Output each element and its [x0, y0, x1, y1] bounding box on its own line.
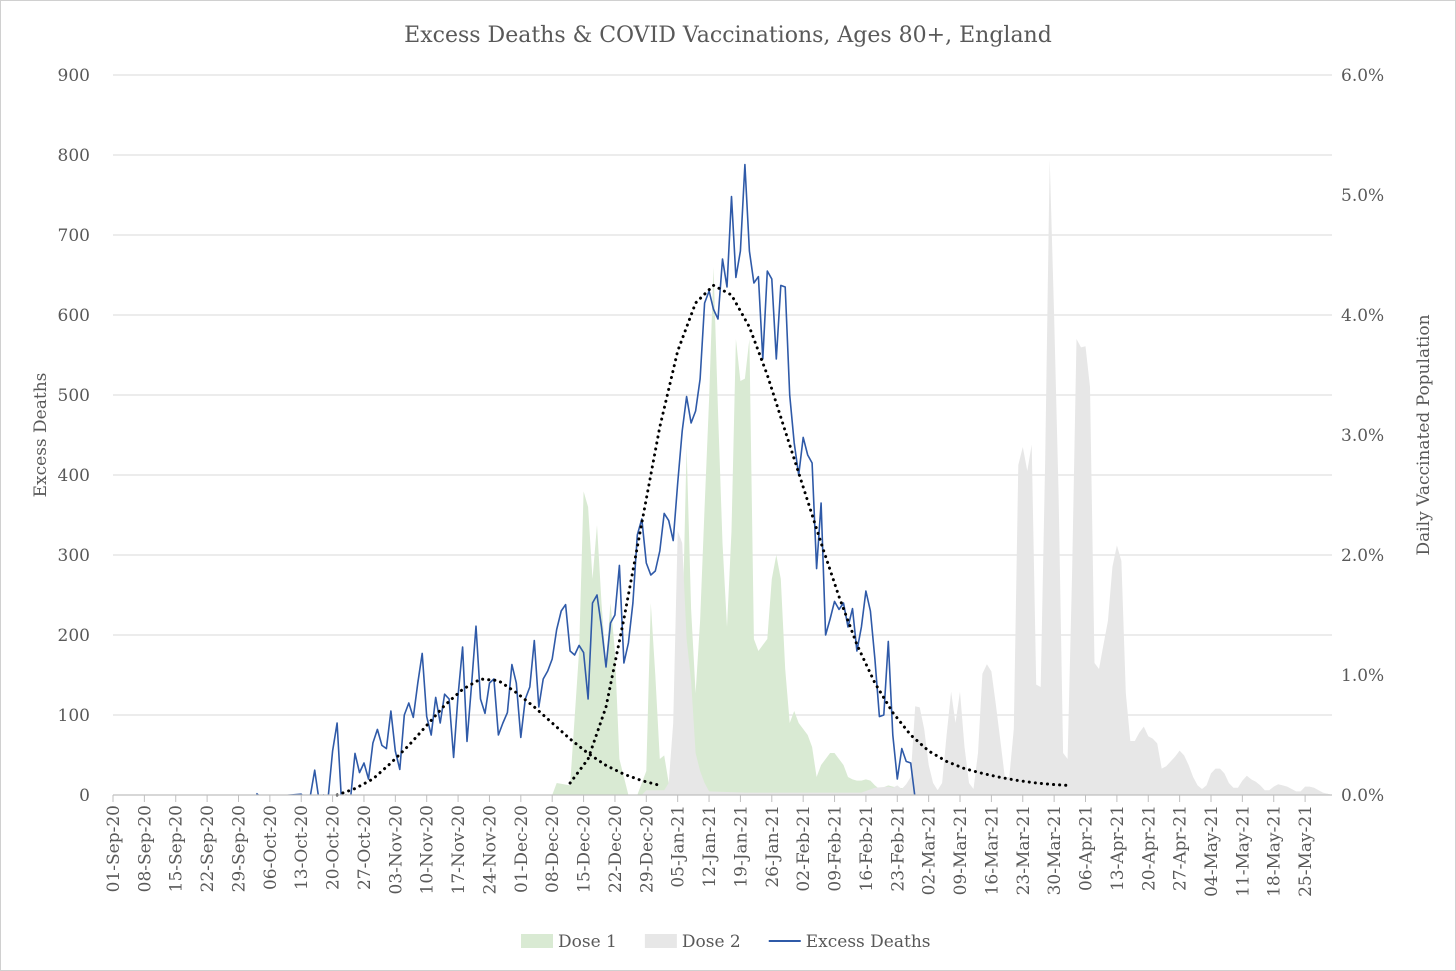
legend-swatch-dose-1 — [521, 934, 553, 948]
legend-label-dose-2: Dose 2 — [682, 932, 741, 952]
x-tick-label: 08-Dec-20 — [543, 805, 563, 893]
x-tick-label: 11-May-21 — [1233, 805, 1253, 897]
x-tick-labels: 01-Sep-20 08-Sep-20 15-Sep-20 22-Sep-20 29-S… — [104, 795, 1316, 897]
trendline-4 — [568, 283, 1070, 787]
x-tick-label: 01-Sep-20 — [104, 805, 124, 892]
x-tick-label: 15-Sep-20 — [167, 805, 187, 892]
x-tick-label: 22-Dec-20 — [606, 805, 626, 893]
y2-tick-label: 3.0% — [1341, 426, 1384, 446]
x-tick-label: 18-May-21 — [1265, 805, 1285, 897]
legend-label-excess-deaths: Excess Deaths — [806, 932, 931, 952]
x-tick-label: 13-Oct-20 — [292, 805, 312, 890]
legend-swatch-dose-2 — [644, 934, 677, 948]
line-series — [255, 163, 916, 795]
x-tick-label: 04-May-21 — [1202, 805, 1222, 897]
legend: Dose 1 Dose 2 Excess Deaths — [521, 932, 931, 952]
trendlines — [335, 283, 1070, 797]
y-tick-label: 900 — [58, 66, 90, 86]
area-series — [552, 159, 1332, 795]
y2-tick-label: 6.0% — [1341, 66, 1384, 86]
line-excess-deaths — [255, 163, 916, 795]
x-tick-label: 23-Mar-21 — [1014, 805, 1034, 895]
x-tick-label: 29-Dec-20 — [637, 805, 657, 893]
x-tick-label: 27-Oct-20 — [355, 805, 375, 890]
x-tick-label: 16-Feb-21 — [857, 805, 877, 892]
y2-tick-label: 1.0% — [1341, 666, 1384, 686]
y2-tick-label: 5.0% — [1341, 186, 1384, 206]
x-tick-label: 26-Jan-21 — [763, 805, 783, 888]
x-tick-label: 05-Jan-21 — [669, 805, 689, 888]
x-tick-label: 02-Mar-21 — [920, 805, 940, 895]
x-tick-label: 10-Nov-20 — [418, 805, 438, 894]
x-tick-label: 20-Oct-20 — [324, 805, 344, 890]
y2-axis-label: Daily Vaccinated Population — [1414, 314, 1434, 555]
x-tick-label: 09-Mar-21 — [951, 805, 971, 895]
x-tick-label: 12-Jan-21 — [700, 805, 720, 888]
x-tick-label: 17-Nov-20 — [449, 805, 469, 894]
y-tick-labels: 0 100 200 300 400 500 600 700 800 900 — [58, 66, 90, 806]
x-tick-label: 09-Feb-21 — [826, 805, 846, 892]
y-tick-label: 0 — [79, 786, 90, 806]
x-tick-label: 03-Nov-20 — [386, 805, 406, 894]
y-tick-label: 700 — [58, 226, 90, 246]
area-dose-1 — [552, 267, 1332, 795]
y-tick-label: 100 — [58, 706, 90, 726]
y-tick-label: 300 — [58, 546, 90, 566]
x-tick-label: 15-Dec-20 — [575, 805, 595, 893]
y-tick-label: 600 — [58, 306, 90, 326]
y-axis-label: Excess Deaths — [31, 373, 51, 498]
y-tick-label: 500 — [58, 386, 90, 406]
x-tick-label: 01-Dec-20 — [512, 805, 532, 893]
x-tick-label: 22-Sep-20 — [198, 805, 218, 892]
y2-tick-label: 4.0% — [1341, 306, 1384, 326]
x-tick-label: 13-Apr-21 — [1108, 805, 1128, 891]
y2-tick-label: 2.0% — [1341, 546, 1384, 566]
legend-label-dose-1: Dose 1 — [558, 932, 617, 952]
x-tick-label: 16-Mar-21 — [982, 805, 1002, 895]
area-dose-2 — [641, 159, 1332, 795]
x-tick-label: 02-Feb-21 — [794, 805, 814, 892]
trendline-3 — [335, 677, 662, 797]
x-tick-label: 24-Nov-20 — [481, 805, 501, 894]
x-tick-label: 27-Apr-21 — [1171, 805, 1191, 891]
y2-tick-labels: 0.0% 1.0% 2.0% 3.0% 4.0% 5.0% 6.0% — [1341, 66, 1384, 806]
x-tick-label: 23-Feb-21 — [888, 805, 908, 892]
gridlines — [113, 74, 1332, 716]
x-tick-label: 20-Apr-21 — [1139, 805, 1159, 891]
x-tick-label: 29-Sep-20 — [230, 805, 250, 892]
x-tick-label: 30-Mar-21 — [1045, 805, 1065, 895]
chart-title: Excess Deaths & COVID Vaccinations, Ages… — [404, 23, 1052, 48]
y-tick-label: 200 — [58, 626, 90, 646]
y-tick-label: 800 — [58, 146, 90, 166]
x-tick-label: 19-Jan-21 — [731, 805, 751, 888]
x-tick-label: 25-May-21 — [1296, 805, 1316, 897]
y2-tick-label: 0.0% — [1341, 786, 1384, 806]
x-tick-label: 06-Apr-21 — [1077, 805, 1097, 891]
x-tick-label: 06-Oct-20 — [261, 805, 281, 890]
x-tick-label: 08-Sep-20 — [135, 805, 155, 892]
y-tick-label: 400 — [58, 466, 90, 486]
